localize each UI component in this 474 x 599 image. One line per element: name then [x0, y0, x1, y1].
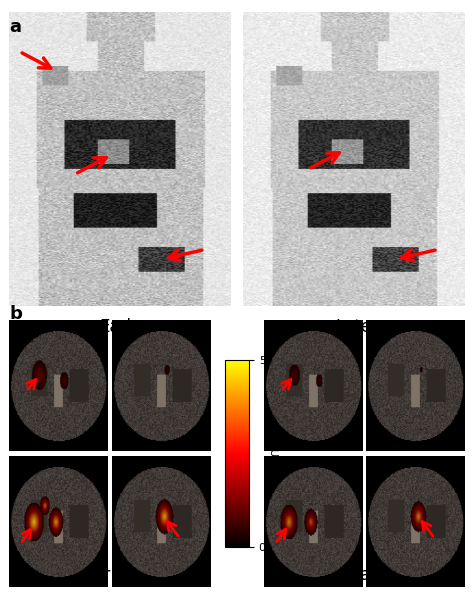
Text: Early: Early: [83, 566, 125, 584]
Text: Late: Late: [336, 317, 372, 335]
Text: Late: Late: [352, 566, 388, 584]
Text: b: b: [9, 305, 22, 323]
Text: Early: Early: [100, 317, 141, 335]
Y-axis label: SUV: SUV: [267, 442, 277, 465]
Text: a: a: [9, 18, 21, 36]
